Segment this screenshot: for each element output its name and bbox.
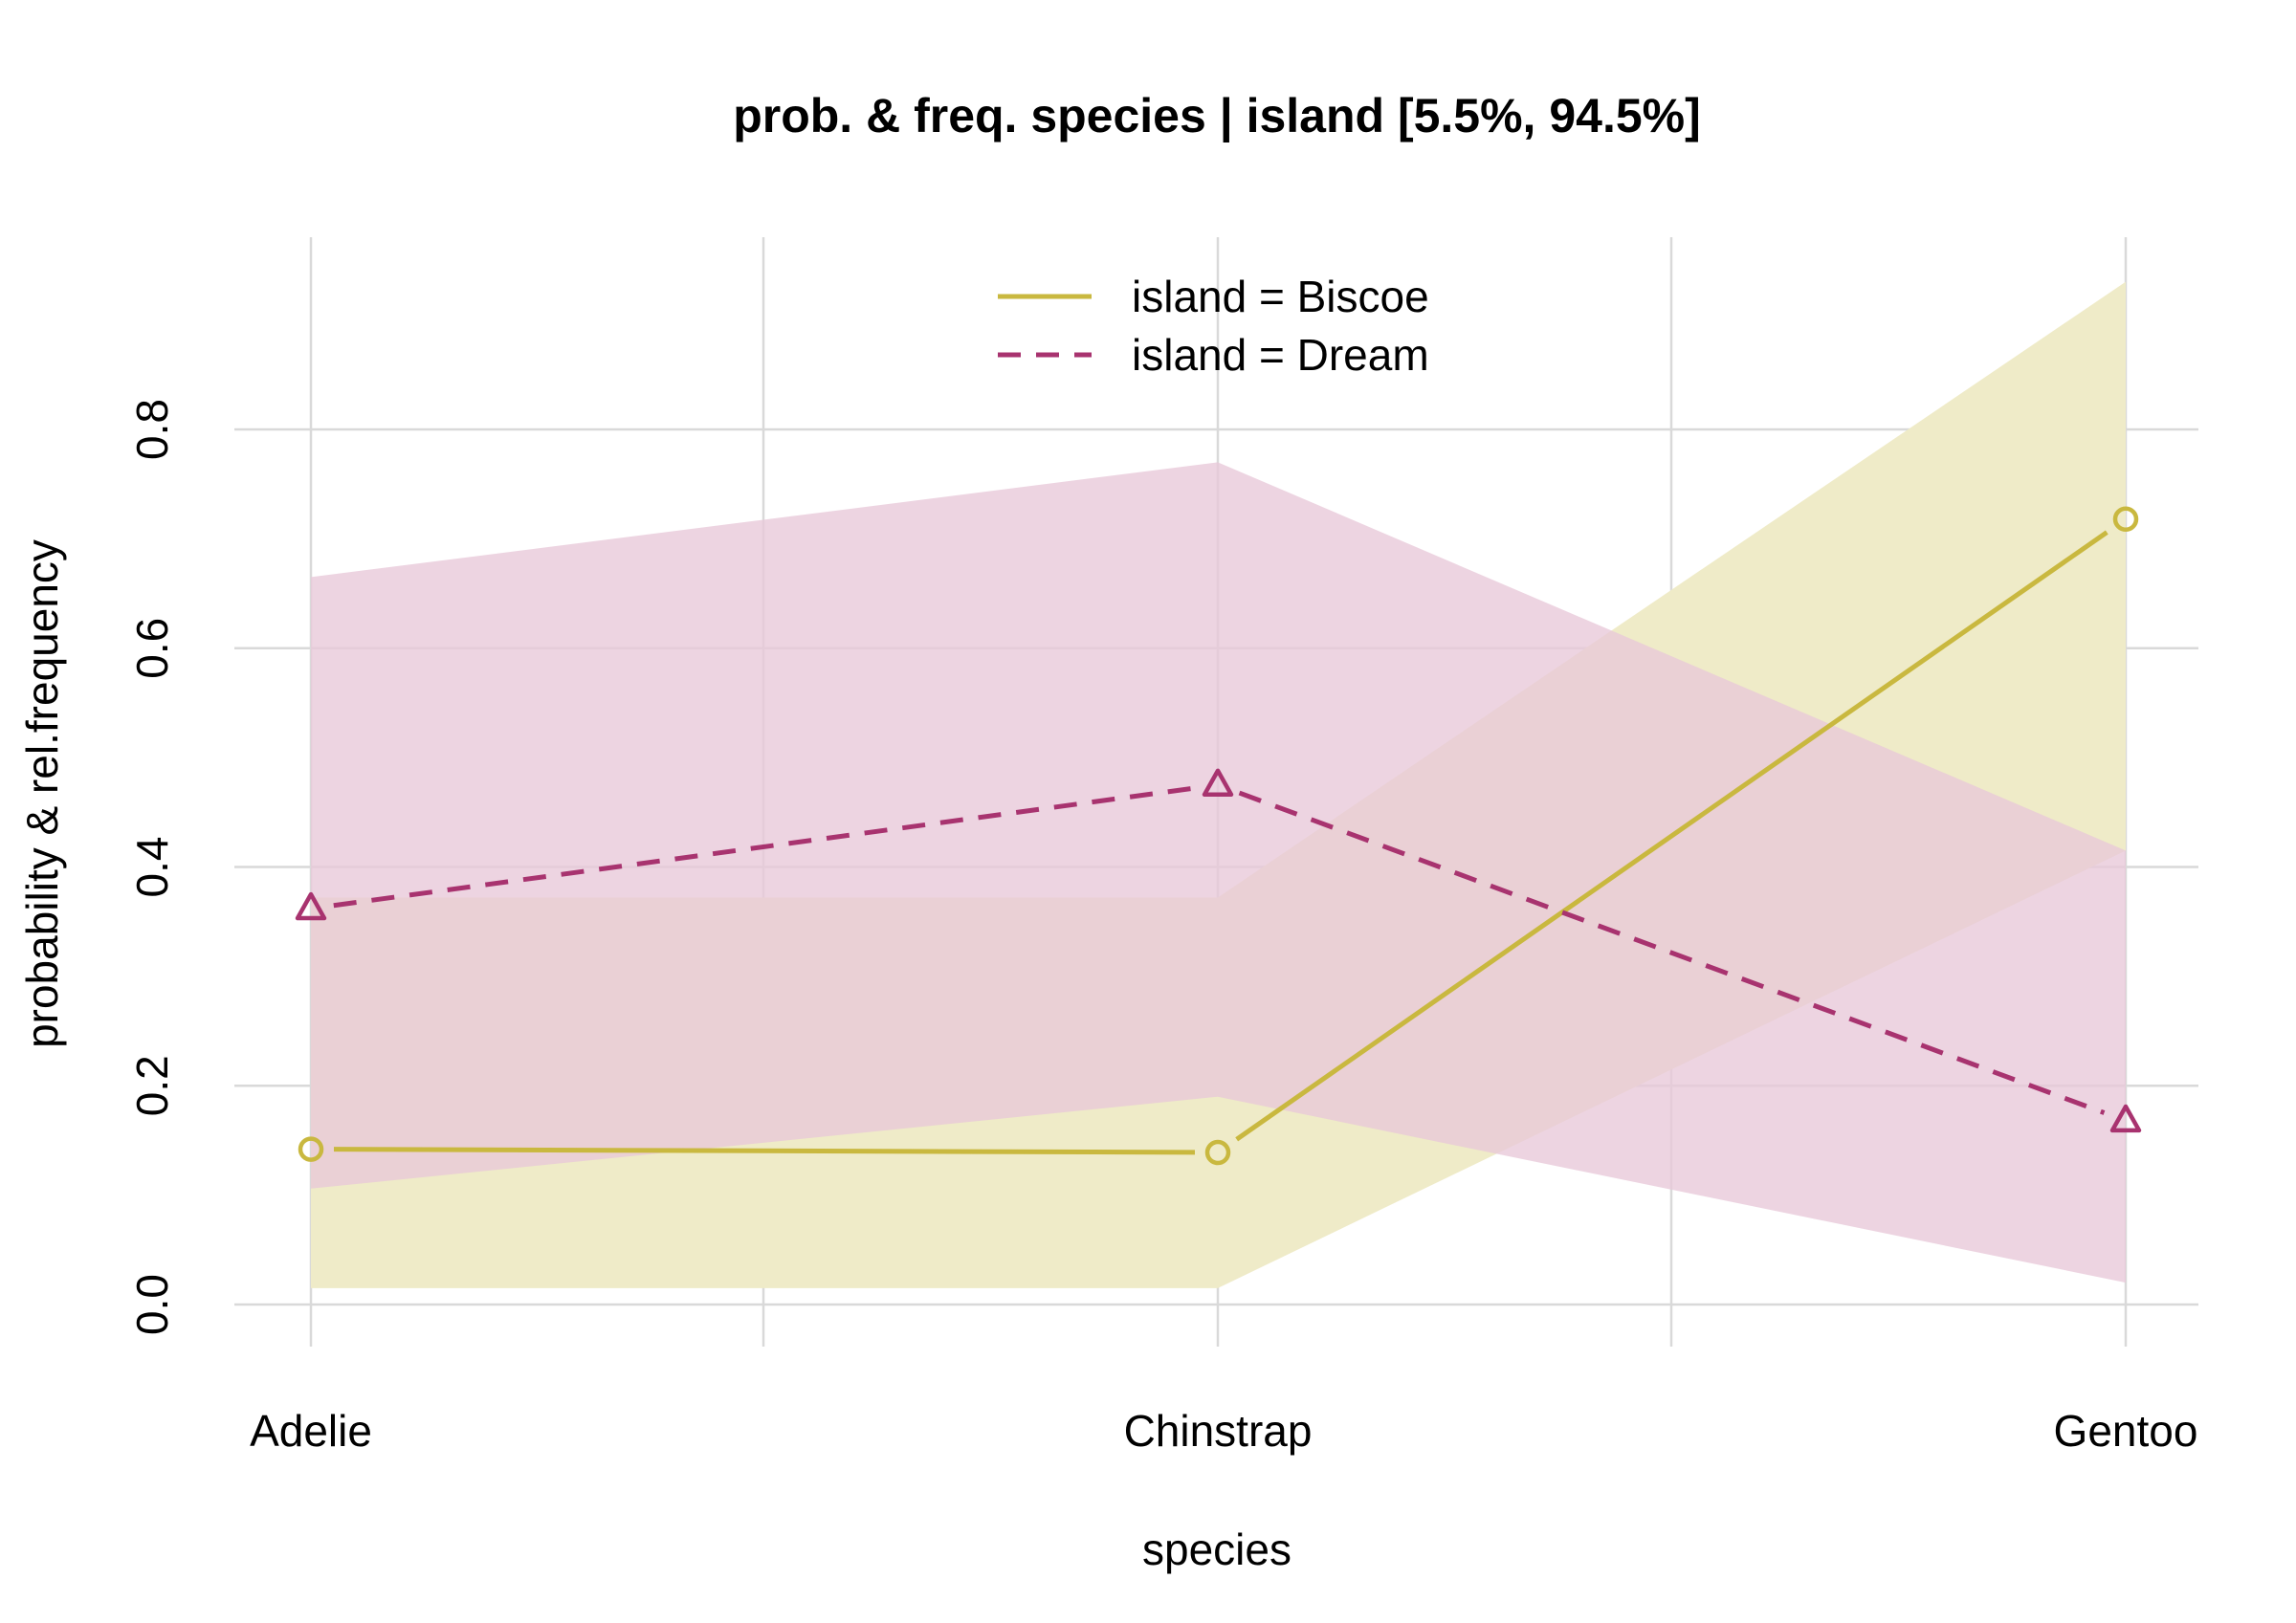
- y-tick-label: 0.4: [127, 837, 177, 898]
- marker-layer: [295, 506, 2142, 1166]
- series-line-dream: [1238, 790, 2106, 1115]
- point-dream-chinstrap: [1202, 768, 1234, 798]
- legend-label-biscoe: island = Biscoe: [1132, 272, 1429, 321]
- x-tick-label-chinstrap: Chinstrap: [1124, 1406, 1313, 1456]
- legend: island = Biscoe island = Dream: [998, 272, 1429, 380]
- y-axis-label: probability & rel.frequency: [17, 539, 67, 1048]
- point-dream-adelie: [295, 891, 327, 921]
- band-layer: [311, 281, 2126, 1288]
- point-dream-gentoo: [2109, 1104, 2142, 1133]
- tick-layer: Adelie Chinstrap Gentoo 0.0 0.2 0.4 0.6 0.8: [127, 399, 2197, 1456]
- y-tick-label: 0.2: [127, 1055, 177, 1116]
- series-line-dream: [333, 785, 1196, 909]
- legend-label-dream: island = Dream: [1132, 330, 1429, 380]
- y-tick-label: 0.6: [127, 618, 177, 679]
- confidence-band-dream: [311, 462, 2126, 1283]
- x-tick-label-gentoo: Gentoo: [2054, 1406, 2198, 1456]
- point-biscoe-chinstrap: [1204, 1139, 1231, 1166]
- chart-title: prob. & freq. species | island [5.5%, 94…: [733, 89, 1701, 143]
- line-layer: [333, 530, 2108, 1155]
- x-tick-label-adelie: Adelie: [250, 1406, 372, 1456]
- series-line-biscoe: [333, 1147, 1196, 1155]
- x-axis-label: species: [1142, 1524, 1292, 1574]
- point-biscoe-adelie: [298, 1136, 324, 1162]
- series-line-biscoe: [1235, 530, 2108, 1142]
- y-tick-label: 0.0: [127, 1274, 177, 1335]
- point-biscoe-gentoo: [2112, 506, 2139, 533]
- y-tick-label: 0.8: [127, 399, 177, 460]
